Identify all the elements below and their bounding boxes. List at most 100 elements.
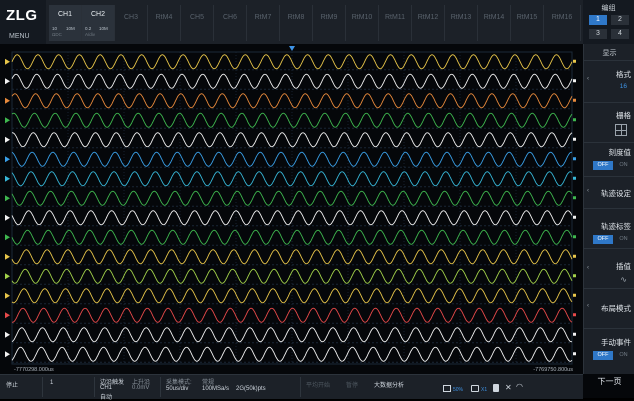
status-bar: 停止 1 边沿触发 CH1 自动 上升沿 0.0mV 采集模式: 50us/di… <box>0 374 583 401</box>
trace-marker[interactable] <box>5 136 10 143</box>
run-state[interactable]: 停止 <box>6 383 19 389</box>
waveform-trace <box>11 327 573 343</box>
tab-rtm14[interactable]: RtM14 <box>478 5 511 41</box>
ch2-coupling: A/div <box>85 32 96 37</box>
trace-setting-item[interactable]: ‹ 轨迹设定 <box>584 176 634 209</box>
grid-menu-item[interactable]: 栅格 <box>584 102 634 143</box>
tab-label: RtM15 <box>516 14 538 21</box>
scale-label: 刻度值 <box>608 148 632 157</box>
trace-marker[interactable] <box>5 253 10 260</box>
trace-marker[interactable] <box>5 58 10 65</box>
group-button-2[interactable]: 2 <box>611 15 629 25</box>
group-label: 编组 <box>601 5 616 12</box>
average-button[interactable]: 平均开始 <box>306 383 331 389</box>
trace-level-marker <box>573 235 576 239</box>
trace-marker[interactable] <box>5 175 10 182</box>
trace-level-marker <box>573 98 576 102</box>
tab-ch6[interactable]: CH6 <box>214 5 247 41</box>
trigger-type[interactable]: 边沿触发 <box>100 380 125 386</box>
scale-toggle[interactable]: OFF ON <box>593 161 631 170</box>
group-button-3[interactable]: 3 <box>589 29 607 39</box>
tab-label: RtM14 <box>483 14 505 21</box>
trace-marker[interactable] <box>5 234 10 241</box>
next-page-button[interactable]: 下一页 <box>597 377 622 386</box>
printer-icon[interactable] <box>471 385 479 392</box>
tab-rtm12[interactable]: RtM12 <box>412 5 445 41</box>
tab-label: RtM10 <box>351 14 373 21</box>
group-button-1[interactable]: 1 <box>589 15 607 25</box>
layout-mode-item[interactable]: ‹ 布局模式 <box>584 288 634 329</box>
timebase[interactable]: 50us/div <box>166 386 189 392</box>
tab-label: CH5 <box>189 14 204 21</box>
pause-button[interactable]: 暂停 <box>346 383 359 389</box>
scale-value-item: 刻度值 OFF ON <box>584 142 634 177</box>
manual-event-item: 手动事件 OFF ON <box>584 328 634 369</box>
interp-label: 插值 <box>616 262 631 271</box>
group-button-4[interactable]: 4 <box>611 29 629 39</box>
tab-ch1[interactable]: CH1 10 10M ΩDC <box>49 5 82 41</box>
group-selector: 编组 1 2 3 4 <box>583 0 634 44</box>
waveform-canvas <box>5 46 576 365</box>
trace-marker[interactable] <box>5 156 10 163</box>
tab-rtm7[interactable]: RtM7 <box>247 5 280 41</box>
ch1-coupling: ΩDC <box>52 32 62 37</box>
waveform-trace <box>11 210 573 226</box>
tab-ch5[interactable]: CH5 <box>181 5 214 41</box>
trace-tag-toggle[interactable]: OFF ON <box>593 235 631 244</box>
waveform-trace <box>11 112 573 128</box>
tab-rtm15[interactable]: RtM15 <box>511 5 544 41</box>
tab-rtm9[interactable]: RtM9 <box>313 5 346 41</box>
trace-marker[interactable] <box>5 292 10 299</box>
tab-ch2[interactable]: CH2 0.2 10M A/div <box>82 5 115 41</box>
ch2-scale: 0.2 <box>85 26 92 31</box>
format-label: 格式 <box>616 70 631 79</box>
tab-rtm10[interactable]: RtM10 <box>346 5 379 41</box>
waveform-trace <box>11 54 573 70</box>
trace-level-marker <box>573 293 576 297</box>
tab-label: RtM13 <box>450 14 472 21</box>
ch1-scale: 10 <box>52 26 58 31</box>
trace-marker[interactable] <box>5 273 10 280</box>
waveform-display[interactable]: -7770298.000us -7769750.800us <box>0 44 583 374</box>
trace-level-marker <box>573 332 576 336</box>
trigger-position-marker[interactable] <box>289 46 295 51</box>
edge-label: 上升沿 <box>132 380 151 386</box>
storage-icon <box>443 385 451 392</box>
trace-marker[interactable] <box>5 312 10 319</box>
tab-rtm11[interactable]: RtM11 <box>379 5 412 41</box>
divider <box>42 377 43 397</box>
ch2-impedance: 10M <box>99 26 108 31</box>
format-menu-item[interactable]: ‹ 格式 16 <box>584 60 634 103</box>
manual-event-toggle[interactable]: OFF ON <box>593 351 631 360</box>
trace-marker[interactable] <box>5 97 10 104</box>
trace-marker[interactable] <box>5 117 10 124</box>
acq-mode-label: 采集模式: <box>166 380 192 386</box>
trace-marker[interactable] <box>5 78 10 85</box>
trace-marker[interactable] <box>5 214 10 221</box>
big-data-analysis-button[interactable]: 大数据分析 <box>374 383 405 389</box>
trace-marker[interactable] <box>5 331 10 338</box>
tab-rtm8[interactable]: RtM8 <box>280 5 313 41</box>
tab-ch3[interactable]: CH3 <box>115 5 148 41</box>
logo-menu-button[interactable]: ZLG MENU <box>0 0 46 44</box>
tab-label: RtM12 <box>417 14 439 21</box>
memory-points: 2G(50k)pts <box>236 386 266 392</box>
waveform-trace <box>11 132 573 148</box>
tab-rtm13[interactable]: RtM13 <box>445 5 478 41</box>
tab-rtm4[interactable]: RtM4 <box>148 5 181 41</box>
usb-icon <box>493 384 499 392</box>
trigger-source: CH1 <box>100 385 113 391</box>
tab-label: RtM7 <box>254 14 272 21</box>
trace-level-marker <box>573 176 576 180</box>
trace-level-marker <box>573 196 576 200</box>
waveform-trace <box>11 190 573 206</box>
layout-label: 布局模式 <box>601 304 631 313</box>
trace-level-marker <box>573 274 576 278</box>
trace-marker[interactable] <box>5 351 10 358</box>
tab-rtm16[interactable]: RtM16 <box>544 5 581 41</box>
interpolation-item[interactable]: ‹ 插值 ∿ <box>584 248 634 289</box>
waveform-trace <box>11 249 573 265</box>
trace-marker[interactable] <box>5 195 10 202</box>
tab-label: RtM4 <box>155 14 173 21</box>
